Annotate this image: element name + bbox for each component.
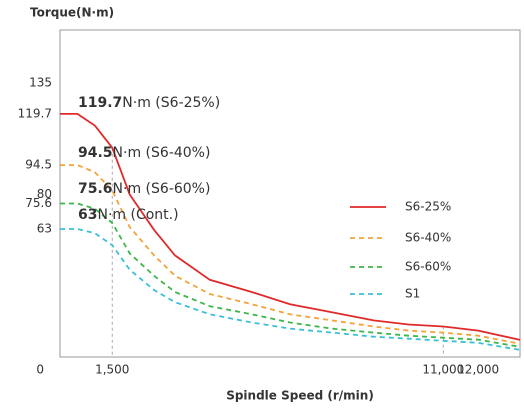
y-tick-label: 94.5 (25, 158, 52, 172)
x-tick-label: 11,000 (422, 363, 464, 377)
annotation-text: N·m (S6-60%) (113, 181, 211, 197)
annotation: 75.6N·m (S6-60%) (78, 181, 210, 197)
legend-label: S6-60% (405, 260, 451, 274)
y-axis-label: Torque(N·m) (30, 6, 114, 20)
y-tick-label: 119.7 (18, 106, 52, 120)
series-line (60, 228, 521, 351)
plot-frame (59, 29, 521, 358)
annotation-text: N·m (S6-25%) (122, 95, 220, 111)
series-line (60, 202, 521, 348)
annotation-value: 63 (78, 207, 97, 223)
x-tick-label: 12,000 (457, 363, 499, 377)
annotation-value: 94.5 (78, 145, 113, 161)
x-axis-label: Spindle Speed (r/min) (226, 389, 374, 403)
annotation-text: N·m (Cont.) (97, 207, 178, 223)
series-line (60, 113, 521, 341)
y-tick-label: 75.6 (25, 196, 52, 210)
annotation: 119.7N·m (S6-25%) (78, 95, 220, 111)
legend-label: S1 (405, 287, 420, 301)
annotation-value: 119.7 (78, 95, 122, 111)
annotation-text: N·m (S6-40%) (113, 145, 211, 161)
annotation-value: 75.6 (78, 181, 113, 197)
x-tick-label: 0 (36, 363, 44, 377)
x-tick-label: 1,500 (95, 363, 129, 377)
annotation: 63N·m (Cont.) (78, 207, 179, 223)
y-tick-label: 135 (29, 75, 52, 89)
y-tick-label: 80 (37, 187, 52, 201)
legend-label: S6-25% (405, 200, 451, 214)
annotation: 94.5N·m (S6-40%) (78, 145, 210, 161)
legend-label: S6-40% (405, 231, 451, 245)
y-tick-label: 63 (37, 222, 52, 236)
series-line (60, 164, 521, 345)
